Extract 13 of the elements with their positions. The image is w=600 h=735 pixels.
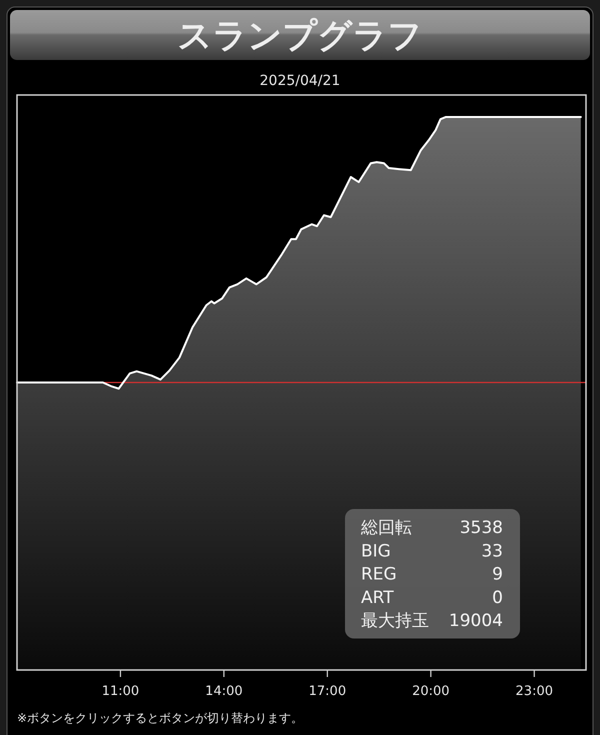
x-tick-label: 17:00 (308, 684, 346, 699)
text: ART 0 (361, 588, 503, 608)
text: 総回転 3538 (361, 518, 503, 538)
x-tick-label: 11:00 (102, 684, 140, 699)
chart-title: スランプグラフ (178, 16, 422, 56)
text: 最大持玉 19004 (361, 611, 503, 632)
chart-subtitle: 2025/04/21 (260, 73, 340, 89)
text: REG 9 (361, 564, 503, 585)
text: ※ボタンをクリックするとボタンが切り替わります。 (17, 711, 304, 725)
x-tick-label: 20:00 (412, 684, 450, 699)
x-tick-label: 23:00 (516, 684, 554, 699)
x-tick-label: 14:00 (205, 684, 243, 699)
text: BIG 33 (361, 541, 503, 562)
